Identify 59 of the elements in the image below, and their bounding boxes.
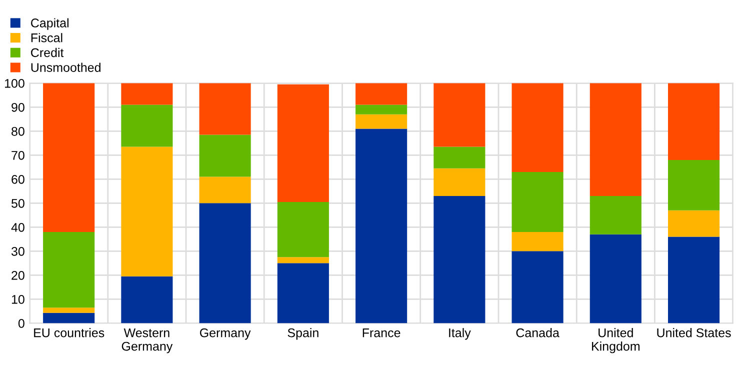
bar	[121, 104, 173, 147]
bar	[356, 128, 408, 324]
bar	[199, 134, 251, 177]
x-tick-label: Canada	[516, 328, 560, 338]
bar	[434, 168, 486, 196]
bar	[356, 83, 408, 105]
bar	[199, 176, 251, 204]
bar	[590, 234, 642, 324]
y-tick-label: 90	[12, 102, 24, 112]
bar	[512, 83, 564, 172]
bar	[199, 83, 251, 135]
bar	[277, 263, 329, 324]
bar	[512, 232, 564, 252]
y-tick-label: 80	[12, 126, 24, 136]
bar	[668, 236, 720, 324]
legend-label: Unsmoothed	[31, 62, 100, 72]
y-tick-label: 60	[12, 174, 24, 184]
legend-label: Fiscal	[31, 33, 62, 42]
bar	[43, 232, 95, 308]
bar	[512, 251, 564, 324]
bar	[434, 146, 486, 168]
x-tick-label: United Kingdom	[592, 328, 640, 354]
bar	[43, 83, 95, 232]
legend-label: Credit	[31, 48, 64, 58]
y-tick-label: 40	[11, 222, 24, 232]
bar	[512, 172, 564, 232]
legend-label: Capital	[31, 18, 68, 30]
bar	[356, 114, 408, 129]
bar	[434, 196, 486, 324]
bar	[121, 83, 173, 105]
x-tick-label: France	[362, 328, 400, 338]
bar	[590, 83, 642, 196]
bar	[43, 308, 95, 313]
bar	[121, 146, 173, 276]
bar	[668, 160, 720, 210]
x-tick-label: EU countries	[34, 328, 104, 338]
bar	[199, 203, 251, 324]
bar	[668, 83, 720, 160]
bar	[668, 210, 720, 237]
bar	[356, 104, 408, 114]
y-tick-label: 20	[12, 270, 24, 280]
y-tick-label: 50	[11, 198, 24, 208]
bar	[277, 84, 329, 202]
x-tick-label: United States	[657, 328, 731, 338]
x-tick-label: Germany	[200, 328, 251, 340]
y-tick-label: 30	[11, 246, 24, 256]
y-tick-label: 70	[12, 150, 24, 160]
x-tick-label: Western Germany	[122, 328, 173, 354]
x-tick-label: Spain	[288, 328, 318, 340]
bar	[434, 83, 486, 147]
y-tick-label: 100	[5, 78, 24, 88]
y-tick-label: 0	[18, 318, 24, 328]
bar	[43, 312, 95, 324]
bar	[121, 276, 173, 324]
y-tick-label: 10	[12, 294, 24, 304]
bar	[590, 196, 642, 234]
x-tick-label: Italy	[449, 328, 471, 340]
bar	[277, 257, 329, 264]
bar	[277, 202, 329, 258]
